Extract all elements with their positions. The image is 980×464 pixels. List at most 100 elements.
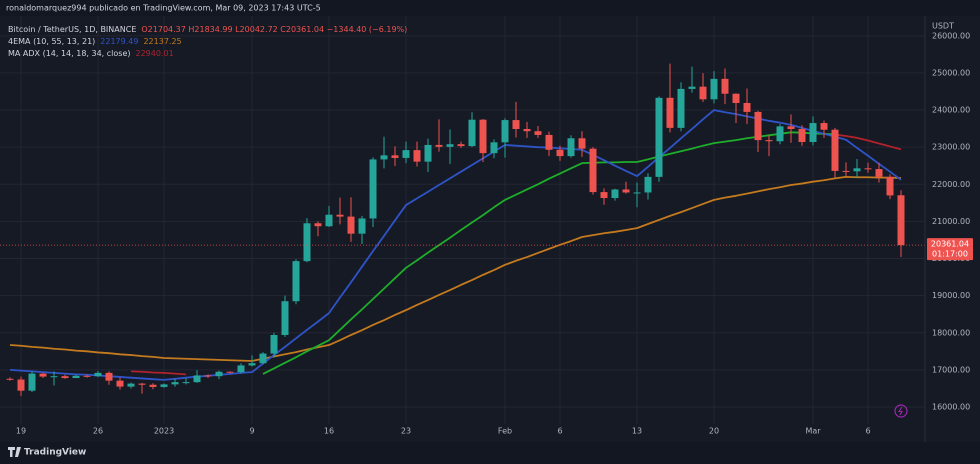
candle-body [820, 123, 828, 130]
candle-body [336, 214, 344, 217]
candle-body [39, 373, 47, 377]
candle-body [501, 120, 509, 143]
candle-body [369, 159, 377, 219]
x-tick-label: 6 [557, 427, 562, 436]
candle-body [380, 155, 388, 160]
grid [0, 16, 925, 424]
alert-icon-bolt [897, 406, 903, 416]
candle-body [413, 150, 421, 162]
candle-body [17, 379, 25, 391]
alert-icon[interactable] [894, 404, 908, 418]
candle-body [842, 170, 850, 172]
candle-body [402, 150, 410, 158]
candle-body [523, 128, 531, 132]
candle-body [28, 373, 36, 391]
candle-body [611, 189, 619, 199]
candle-body [490, 142, 498, 154]
candle-body [589, 148, 597, 193]
plot-background [0, 16, 980, 442]
x-tick-label: Mar [805, 427, 821, 436]
candle-body [314, 223, 322, 227]
candle-body [457, 144, 465, 147]
candle-body [94, 372, 102, 377]
candle-body [600, 192, 608, 199]
symbol: Bitcoin / TetherUS, 1D, BINANCE [8, 25, 136, 34]
indicator-line [9, 109, 902, 381]
y-tick-label: 17000.00 [932, 365, 970, 374]
y-tick-label: 19000.00 [932, 291, 970, 300]
candle-body [127, 383, 135, 387]
x-tick-label: 6 [865, 427, 870, 436]
candle-body [787, 126, 795, 129]
candle-body [897, 195, 905, 246]
y-tick-label: 16000.00 [932, 403, 970, 412]
candle-body [677, 88, 685, 128]
candle-body [358, 218, 366, 234]
x-tick-label: Feb [498, 427, 512, 436]
indicator-line [9, 175, 902, 362]
adx-value: 22940.01 [135, 49, 173, 58]
x-tick-label: 2023 [154, 427, 174, 436]
candle-body [666, 97, 674, 128]
candle-body [468, 119, 476, 147]
y-tick-label: 24000.00 [932, 106, 970, 115]
brand-logo [8, 447, 21, 457]
candle-body [204, 375, 212, 377]
x-tick-label: 9 [249, 427, 254, 436]
legend-line: 4EMA (10, 55, 13, 21) 22179.49 22137.25 [8, 37, 182, 46]
ema-value: 22137.25 [143, 37, 181, 46]
candle-body [50, 376, 58, 378]
ema-value: 22179.49 [100, 37, 138, 46]
candle-body [655, 97, 663, 177]
x-tick-label: 13 [632, 427, 642, 436]
legend-line: MA ADX (14, 14, 18, 34, close) 22940.01 [8, 49, 174, 58]
y-tick-label: 21000.00 [932, 217, 970, 226]
x-tick-label: 23 [401, 427, 411, 436]
candle-body [776, 126, 784, 142]
candle-body [325, 214, 333, 227]
price-tag-label: 20361.04 [931, 240, 969, 249]
candle-body [886, 176, 894, 196]
candle-body [743, 103, 751, 112]
indicator-line [130, 370, 187, 376]
candle-body [644, 176, 652, 193]
candle-body [292, 261, 300, 302]
x-tick-label: 19 [16, 427, 26, 436]
candle-body [556, 149, 564, 157]
candle-body [864, 168, 872, 170]
ema-label: 4EMA (10, 55, 13, 21) [8, 37, 95, 46]
candle-body [435, 144, 443, 147]
x-tick-label: 16 [324, 427, 334, 436]
y-tick-label: 25000.00 [932, 68, 970, 77]
y-tick-label: 26000.00 [932, 31, 970, 40]
candle-body [732, 93, 740, 104]
candle-body [347, 216, 355, 234]
candle-body [193, 375, 201, 383]
candle-body [83, 375, 91, 377]
candle-body [512, 120, 520, 129]
candle-body [237, 365, 245, 373]
candle-body [116, 380, 124, 387]
candle-body [72, 375, 80, 379]
indicator-line [262, 131, 836, 375]
ohlc: O21704.37 H21834.99 L20042.72 C20361.04 … [141, 25, 407, 34]
candle-body [699, 86, 707, 100]
candle-body [688, 86, 696, 89]
header: ronaldomarquez994 publicado en TradingVi… [6, 4, 321, 13]
candle-body [578, 138, 586, 149]
candle-body [875, 169, 883, 177]
candle-body [303, 223, 311, 262]
y-tick-label: 22000.00 [932, 180, 970, 189]
candle-body [765, 140, 773, 142]
candle-body [479, 119, 487, 154]
candle-body [149, 384, 157, 387]
candle-body [391, 155, 399, 158]
candle-body [798, 128, 806, 142]
footer [0, 442, 980, 464]
adx-label: MA ADX (14, 14, 18, 34, close) [8, 49, 130, 58]
candle-body [105, 372, 113, 381]
candle-body [248, 363, 256, 366]
countdown: 01:17:00 [932, 250, 968, 259]
x-tick-label: 20 [709, 427, 719, 436]
